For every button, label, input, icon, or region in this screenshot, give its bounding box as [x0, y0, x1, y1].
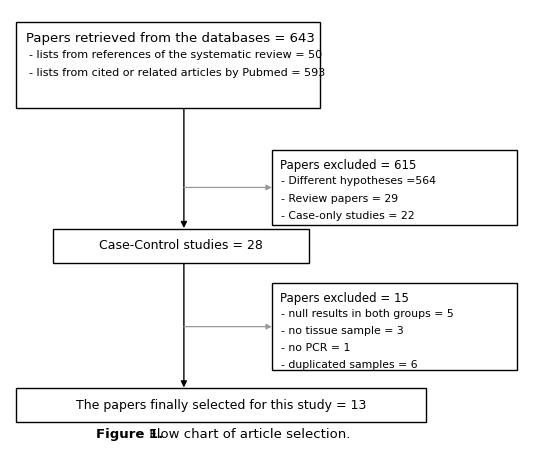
Text: - no PCR = 1: - no PCR = 1	[281, 343, 351, 353]
Text: - no tissue sample = 3: - no tissue sample = 3	[281, 326, 404, 336]
Text: Figure 1.: Figure 1.	[96, 428, 163, 441]
Text: - lists from cited or related articles by Pubmed = 593: - lists from cited or related articles b…	[29, 68, 326, 78]
FancyBboxPatch shape	[272, 150, 517, 224]
FancyBboxPatch shape	[16, 388, 426, 422]
Text: - Case-only studies = 22: - Case-only studies = 22	[281, 211, 415, 220]
Text: Case-Control studies = 28: Case-Control studies = 28	[99, 239, 263, 252]
Text: Papers excluded = 15: Papers excluded = 15	[280, 292, 409, 305]
FancyBboxPatch shape	[53, 229, 309, 263]
Text: - lists from references of the systematic review = 50: - lists from references of the systemati…	[29, 50, 322, 60]
Text: Flow chart of article selection.: Flow chart of article selection.	[145, 428, 350, 441]
Text: Papers retrieved from the databases = 643: Papers retrieved from the databases = 64…	[26, 32, 314, 45]
Text: Papers excluded = 615: Papers excluded = 615	[280, 159, 416, 172]
Text: - Review papers = 29: - Review papers = 29	[281, 194, 399, 203]
Text: - Different hypotheses =564: - Different hypotheses =564	[281, 176, 437, 186]
FancyBboxPatch shape	[272, 283, 517, 370]
Text: - duplicated samples = 6: - duplicated samples = 6	[281, 360, 418, 370]
Text: - null results in both groups = 5: - null results in both groups = 5	[281, 309, 454, 319]
Text: The papers finally selected for this study = 13: The papers finally selected for this stu…	[76, 399, 366, 412]
FancyBboxPatch shape	[16, 22, 320, 108]
